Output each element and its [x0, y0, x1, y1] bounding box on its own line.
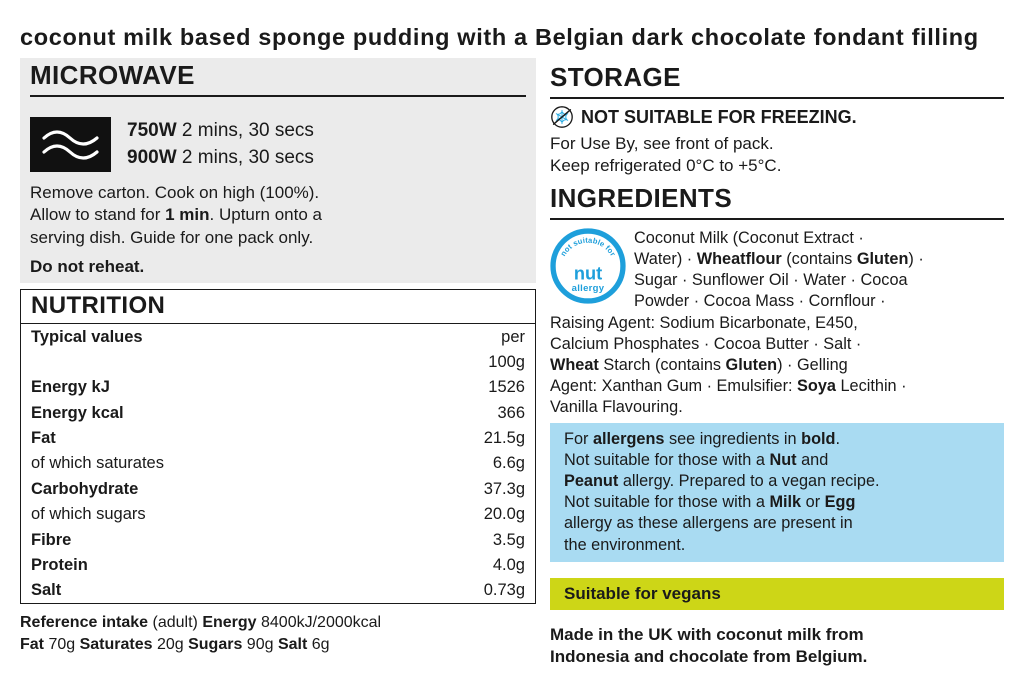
svg-text:allergy: allergy — [572, 283, 605, 294]
svg-text:nut: nut — [574, 263, 602, 284]
